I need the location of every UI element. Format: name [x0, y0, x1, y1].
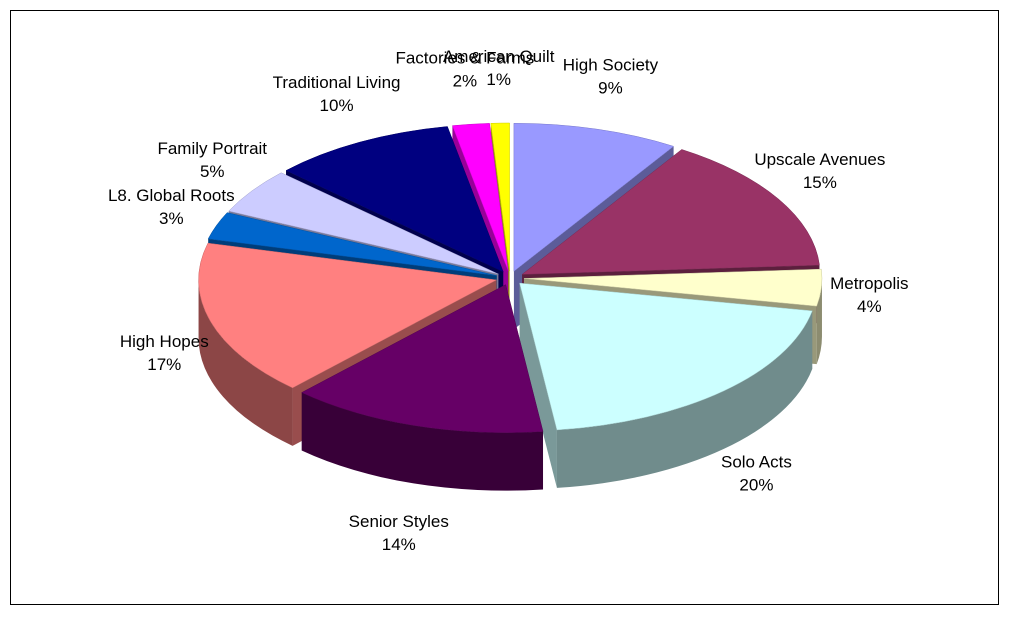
slice	[452, 123, 509, 272]
slice-side	[519, 283, 557, 488]
slice-wall	[556, 310, 813, 488]
slice-label-value: 3%	[159, 209, 184, 228]
slice-label-value: 14%	[382, 535, 416, 554]
slice-wall	[301, 392, 544, 491]
slice	[521, 149, 820, 275]
slice	[301, 284, 544, 433]
slice-label-value: 9%	[598, 78, 623, 97]
slice-label-value: 5%	[200, 162, 225, 181]
slice-label-name: L8. Global Roots	[108, 186, 235, 205]
slice-label-name: Senior Styles	[349, 512, 449, 531]
pie-labels: High Society 9% Upscale Avenues 15% Metropol…	[108, 47, 909, 554]
pie-tops	[198, 122, 823, 433]
slice-label-name: Upscale Avenues	[754, 150, 885, 169]
slice-wall	[198, 279, 293, 446]
slice	[523, 268, 823, 307]
slice-label-name: Solo Acts	[721, 452, 792, 471]
slice-label-value: 17%	[147, 355, 181, 374]
slice-label-name: American Quilt	[443, 47, 555, 66]
slice	[228, 172, 499, 275]
slice	[490, 122, 510, 272]
slice	[513, 123, 675, 272]
slice-label-value: 10%	[320, 96, 354, 115]
slice	[207, 212, 497, 276]
slice-label-value: 15%	[803, 173, 837, 192]
slice-label-name: High Society	[563, 55, 659, 74]
slice-label-value: 4%	[857, 297, 882, 316]
slice-label-name: Family Portrait	[157, 139, 267, 158]
slice	[285, 126, 504, 273]
slice-label-value: 20%	[739, 475, 773, 494]
slice-wall	[816, 278, 822, 365]
slice-label-name: High Hopes	[120, 332, 209, 351]
slice-label-value: 1%	[486, 70, 511, 89]
slice	[198, 242, 498, 389]
slice-label-name: Traditional Living	[273, 73, 401, 92]
slice	[519, 282, 813, 431]
slice-label-name: Metropolis	[830, 274, 908, 293]
slice-label-name: Factories & Farms	[395, 49, 534, 68]
slice-label-value: 2%	[453, 72, 478, 91]
